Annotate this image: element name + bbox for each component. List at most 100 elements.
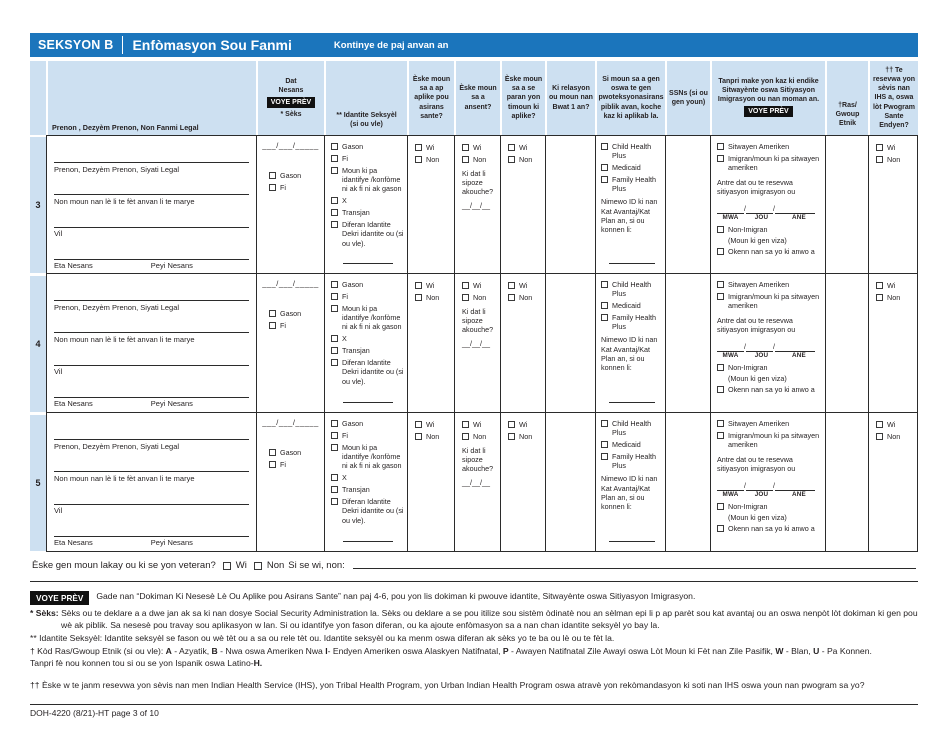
- city-input-line[interactable]: [54, 503, 249, 505]
- parent-no-option[interactable]: Non: [508, 293, 543, 302]
- checkbox-icon[interactable]: [876, 421, 883, 428]
- ihs-yes-option[interactable]: Wi: [876, 143, 915, 152]
- parent-no-option[interactable]: Non: [508, 432, 543, 441]
- applying-no-option[interactable]: Non: [415, 432, 452, 441]
- gender-option[interactable]: Gason: [331, 419, 405, 428]
- ihs-yes-option[interactable]: Wi: [876, 281, 915, 290]
- checkbox-icon[interactable]: [508, 155, 515, 163]
- checkbox-icon[interactable]: [717, 154, 724, 162]
- checkbox-icon[interactable]: [601, 453, 608, 461]
- cell-relationship[interactable]: [546, 274, 596, 412]
- birth-state-country-input-line[interactable]: [54, 258, 249, 260]
- checkbox-icon[interactable]: [415, 155, 422, 163]
- cell-relationship[interactable]: [546, 136, 596, 273]
- cell-relationship[interactable]: [546, 413, 596, 551]
- citizen-immigrant-option[interactable]: Imigran/moun ki pa sitwayen ameriken: [717, 154, 822, 173]
- checkbox-icon[interactable]: [717, 248, 724, 256]
- checkbox-icon[interactable]: [601, 176, 608, 184]
- cell-ssn[interactable]: [666, 413, 711, 551]
- citizen-us-option[interactable]: Sitwayen Ameriken: [717, 280, 822, 289]
- checkbox-icon[interactable]: [717, 364, 724, 372]
- checkbox-icon[interactable]: [331, 486, 338, 494]
- checkbox-icon[interactable]: [601, 143, 608, 150]
- checkbox-icon[interactable]: [601, 314, 608, 322]
- coverage-fhp-option[interactable]: Family Health Plus: [601, 175, 663, 194]
- gender-option[interactable]: Transjan: [331, 346, 405, 355]
- checkbox-icon[interactable]: [331, 498, 338, 506]
- coverage-fhp-option[interactable]: Family Health Plus: [601, 313, 663, 332]
- applying-yes-option[interactable]: Wi: [415, 143, 452, 152]
- cell-race[interactable]: [826, 136, 869, 273]
- checkbox-icon[interactable]: [717, 143, 724, 150]
- parent-yes-option[interactable]: Wi: [508, 420, 543, 429]
- dob-input[interactable]: ___/___/_____: [262, 418, 319, 427]
- ihs-no-option[interactable]: Non: [876, 293, 915, 302]
- veteran-no-checkbox[interactable]: [253, 561, 262, 570]
- gender-option[interactable]: Moun ki pa idantifye /konfòme ni ak fi n…: [331, 443, 405, 471]
- gender-option[interactable]: Diferan Idantite Dekri idantite ou (si o…: [331, 358, 405, 386]
- citizen-none-option[interactable]: Okenn nan sa yo ki anwo a: [717, 247, 822, 256]
- checkbox-icon[interactable]: [331, 304, 338, 312]
- pregnant-yes-option[interactable]: Wi: [462, 420, 498, 429]
- checkbox-icon[interactable]: [601, 441, 608, 449]
- gender-option[interactable]: Moun ki pa idantifye /konfòme ni ak fi n…: [331, 166, 405, 194]
- checkbox-icon[interactable]: [717, 503, 724, 511]
- veteran-yes-checkbox[interactable]: [222, 561, 231, 570]
- checkbox-icon[interactable]: [331, 209, 338, 217]
- maiden-name-input-line[interactable]: [54, 332, 249, 334]
- coverage-fhp-option[interactable]: Family Health Plus: [601, 452, 663, 471]
- citizen-none-option[interactable]: Okenn nan sa yo ki anwo a: [717, 524, 822, 533]
- gender-option[interactable]: Diferan Idantite Dekri idantite ou (si o…: [331, 497, 405, 525]
- gender-option[interactable]: Fi: [331, 431, 405, 440]
- dob-input[interactable]: ___/___/_____: [262, 279, 319, 288]
- checkbox-icon[interactable]: [601, 420, 608, 427]
- city-input-line[interactable]: [54, 226, 249, 228]
- immigration-date-input[interactable]: / /: [717, 205, 822, 214]
- checkbox-icon[interactable]: [876, 155, 883, 163]
- coverage-chp-option[interactable]: Child Health Plus: [601, 142, 663, 161]
- checkbox-icon[interactable]: [331, 420, 338, 427]
- citizen-nonimmigrant-option[interactable]: Non-Imigran: [717, 502, 822, 511]
- pregnant-yes-option[interactable]: Wi: [462, 281, 498, 290]
- citizen-nonimmigrant-option[interactable]: Non-Imigran: [717, 225, 822, 234]
- sex-male-option[interactable]: Gason: [269, 448, 301, 457]
- citizen-us-option[interactable]: Sitwayen Ameriken: [717, 142, 822, 151]
- checkbox-icon[interactable]: [269, 171, 276, 179]
- pregnant-no-option[interactable]: Non: [462, 155, 498, 164]
- checkbox-icon[interactable]: [876, 432, 883, 440]
- checkbox-icon[interactable]: [876, 282, 883, 289]
- checkbox-icon[interactable]: [269, 460, 276, 468]
- city-input-line[interactable]: [54, 364, 249, 366]
- name-input-line[interactable]: [54, 162, 249, 163]
- gender-option[interactable]: X: [331, 473, 405, 482]
- checkbox-icon[interactable]: [269, 321, 276, 329]
- cell-ssn[interactable]: [666, 274, 711, 412]
- coverage-id-input-line[interactable]: [608, 541, 656, 542]
- parent-no-option[interactable]: Non: [508, 155, 543, 164]
- checkbox-icon[interactable]: [717, 431, 724, 439]
- coverage-chp-option[interactable]: Child Health Plus: [601, 419, 663, 438]
- checkbox-icon[interactable]: [601, 302, 608, 310]
- applying-no-option[interactable]: Non: [415, 155, 452, 164]
- gender-option[interactable]: Gason: [331, 142, 405, 151]
- gender-describe-input-line[interactable]: [342, 541, 394, 542]
- birth-state-country-input-line[interactable]: [54, 535, 249, 537]
- citizen-immigrant-option[interactable]: Imigran/moun ki pa sitwayen ameriken: [717, 431, 822, 450]
- gender-option[interactable]: X: [331, 196, 405, 205]
- checkbox-icon[interactable]: [331, 347, 338, 355]
- ihs-no-option[interactable]: Non: [876, 155, 915, 164]
- checkbox-icon[interactable]: [508, 293, 515, 301]
- checkbox-icon[interactable]: [269, 183, 276, 191]
- checkbox-icon[interactable]: [269, 309, 276, 317]
- checkbox-icon[interactable]: [717, 525, 724, 533]
- cell-race[interactable]: [826, 274, 869, 412]
- checkbox-icon[interactable]: [717, 420, 724, 427]
- checkbox-icon[interactable]: [508, 144, 515, 151]
- pregnant-yes-option[interactable]: Wi: [462, 143, 498, 152]
- checkbox-icon[interactable]: [876, 293, 883, 301]
- checkbox-icon[interactable]: [331, 474, 338, 482]
- maiden-name-input-line[interactable]: [54, 194, 249, 196]
- checkbox-icon[interactable]: [717, 281, 724, 288]
- checkbox-icon[interactable]: [415, 293, 422, 301]
- coverage-chp-option[interactable]: Child Health Plus: [601, 280, 663, 299]
